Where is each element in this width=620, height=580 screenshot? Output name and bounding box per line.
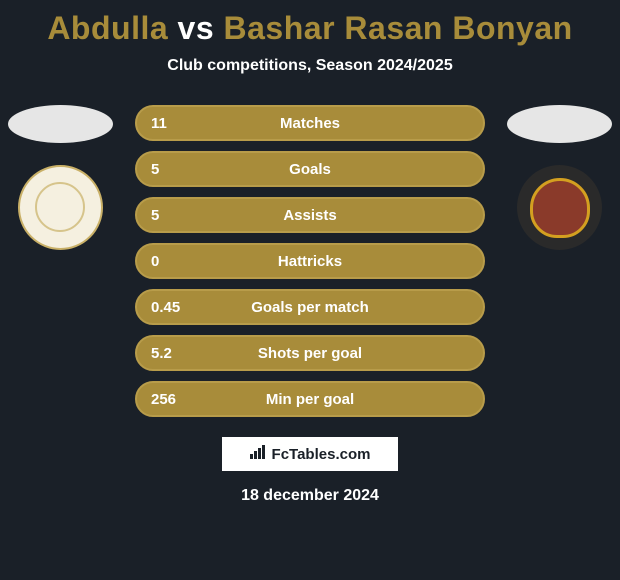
stat-label: Min per goal	[137, 391, 483, 408]
stat-label: Goals per match	[137, 299, 483, 316]
stat-label: Shots per goal	[137, 345, 483, 362]
stat-value-left: 0	[151, 253, 159, 270]
stat-row: 0Hattricks	[135, 243, 485, 279]
stat-value-left: 256	[151, 391, 176, 408]
stat-label: Hattricks	[137, 253, 483, 270]
stat-value-left: 11	[151, 115, 167, 132]
stat-value-left: 5	[151, 161, 159, 178]
stat-row: 0.45Goals per match	[135, 289, 485, 325]
club-shield-right	[530, 178, 590, 238]
date-label: 18 december 2024	[0, 487, 620, 505]
club-emblem-left	[35, 182, 85, 232]
stat-row: 5.2Shots per goal	[135, 335, 485, 371]
club-badge-right	[517, 165, 602, 250]
content-area: 11Matches5Goals5Assists0Hattricks0.45Goa…	[0, 105, 620, 505]
stat-row: 256Min per goal	[135, 381, 485, 417]
stat-row: 5Assists	[135, 197, 485, 233]
subtitle: Club competitions, Season 2024/2025	[0, 57, 620, 75]
stat-value-left: 0.45	[151, 299, 180, 316]
stat-label: Matches	[137, 115, 483, 132]
fctables-logo: FcTables.com	[220, 435, 400, 473]
chart-icon	[250, 445, 268, 463]
player1-avatar-placeholder	[8, 105, 113, 143]
player2-name: Bashar Rasan Bonyan	[224, 10, 573, 46]
stat-row: 11Matches	[135, 105, 485, 141]
stat-value-left: 5	[151, 207, 159, 224]
vs-text: vs	[178, 10, 215, 46]
player1-name: Abdulla	[47, 10, 168, 46]
logo-text: FcTables.com	[272, 446, 371, 463]
player2-avatar-placeholder	[507, 105, 612, 143]
stat-label: Goals	[137, 161, 483, 178]
stat-row: 5Goals	[135, 151, 485, 187]
club-badge-left	[18, 165, 103, 250]
stats-table: 11Matches5Goals5Assists0Hattricks0.45Goa…	[135, 105, 485, 417]
stat-label: Assists	[137, 207, 483, 224]
comparison-title: Abdulla vs Bashar Rasan Bonyan	[0, 0, 620, 47]
stat-value-left: 5.2	[151, 345, 172, 362]
